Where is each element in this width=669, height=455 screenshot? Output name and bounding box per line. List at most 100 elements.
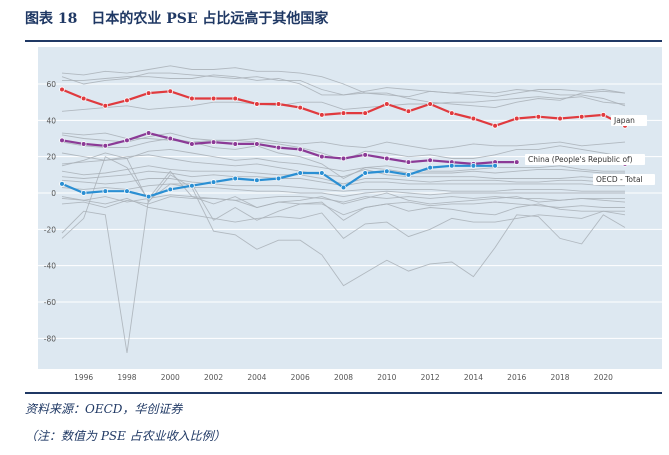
series-group-0 (59, 86, 628, 129)
data-point (297, 146, 303, 153)
data-point (210, 139, 217, 145)
x-tick-label: 2004 (247, 373, 266, 382)
y-tick-label: -40 (44, 262, 56, 271)
data-point (59, 181, 65, 187)
plot-background (38, 47, 662, 369)
series-label-box (611, 115, 647, 126)
data-point (384, 155, 390, 162)
data-point (232, 141, 239, 147)
data-point (427, 164, 433, 171)
series-label: Japan (611, 115, 647, 126)
data-point (405, 172, 412, 178)
x-tick-label: 2012 (421, 373, 440, 382)
title-rule (25, 40, 662, 42)
data-point (448, 110, 455, 116)
series-line-background (61, 132, 626, 150)
y-tick-label: -60 (44, 298, 56, 307)
series-line-background (61, 154, 626, 179)
data-point (210, 179, 217, 185)
data-point (578, 113, 585, 120)
data-point (189, 141, 195, 147)
data-point (59, 86, 65, 93)
data-point (124, 137, 130, 144)
data-point (80, 95, 87, 102)
series-label-text: China (People's Republic of) (528, 155, 633, 164)
data-point (102, 142, 109, 149)
data-point (80, 190, 87, 196)
data-point (124, 188, 130, 194)
data-point (124, 97, 130, 104)
x-tick-label: 2006 (291, 373, 310, 382)
data-point (145, 90, 152, 96)
series-line-background (61, 183, 625, 198)
y-axis-ticks: 60 40 20 0 -20 -40 -60 -80 (44, 80, 56, 343)
data-point (405, 159, 412, 165)
data-point (102, 103, 109, 109)
highlight-series (59, 86, 628, 200)
source-rule (25, 392, 662, 394)
data-point (340, 184, 347, 191)
data-point (340, 155, 347, 162)
x-tick-label: 2020 (594, 373, 613, 382)
data-point (362, 110, 368, 116)
data-point (557, 115, 563, 122)
data-point (362, 152, 368, 158)
x-tick-label: 2002 (204, 373, 223, 382)
data-point (492, 162, 498, 169)
series-label-text: Japan (613, 116, 635, 125)
data-point (59, 137, 65, 144)
series-line-background (61, 178, 625, 192)
data-point (254, 141, 260, 147)
series-label: China (People's Republic of) (525, 154, 645, 165)
data-point (167, 186, 174, 193)
y-tick-label: 0 (51, 189, 56, 198)
data-point (80, 141, 87, 147)
x-tick-label: 2014 (464, 373, 483, 382)
data-point (535, 113, 542, 120)
data-point (102, 188, 109, 194)
source-note: 资料来源：OECD，华创证券 (25, 402, 183, 416)
data-point (319, 153, 325, 160)
data-point (275, 144, 282, 151)
data-point (319, 170, 325, 176)
data-point (340, 110, 347, 116)
data-point (362, 170, 368, 176)
x-tick-label: 2008 (334, 373, 353, 382)
data-point (384, 168, 390, 175)
series-line-background (61, 170, 626, 353)
data-point (275, 101, 282, 107)
series-group-2 (59, 162, 498, 200)
data-point (145, 130, 152, 136)
y-tick-label: 20 (46, 153, 56, 162)
data-point (427, 101, 433, 107)
data-note: （注：数值为 PSE 占农业收入比例） (25, 429, 226, 443)
data-point (384, 101, 390, 107)
data-point (600, 112, 607, 118)
data-point (232, 175, 239, 182)
data-point (319, 112, 325, 118)
y-tick-label: 60 (46, 80, 56, 89)
data-point (297, 170, 303, 176)
series-label: OECD - Total (593, 174, 655, 185)
x-tick-label: 1996 (74, 373, 93, 382)
series-line-background (61, 148, 625, 174)
data-point (189, 95, 195, 102)
y-tick-label: -80 (44, 334, 56, 343)
x-axis-ticks: 1996 1998 2000 2002 2004 2006 2008 2010 2012 2014… (74, 373, 613, 382)
data-point (210, 95, 217, 102)
figure-title: 图表 18 日本的农业 PSE 占比远高于其他国家 (25, 11, 329, 27)
data-point (470, 115, 477, 122)
data-point (189, 182, 195, 189)
data-point (145, 193, 152, 200)
data-point (254, 101, 260, 107)
data-point (275, 175, 282, 182)
data-point (254, 177, 260, 184)
data-point (232, 95, 239, 102)
series-line-background (61, 165, 625, 185)
grid-lines (38, 83, 662, 339)
data-point (448, 162, 455, 169)
x-tick-label: 2000 (161, 373, 180, 382)
data-point (513, 159, 520, 165)
data-point (405, 108, 412, 115)
